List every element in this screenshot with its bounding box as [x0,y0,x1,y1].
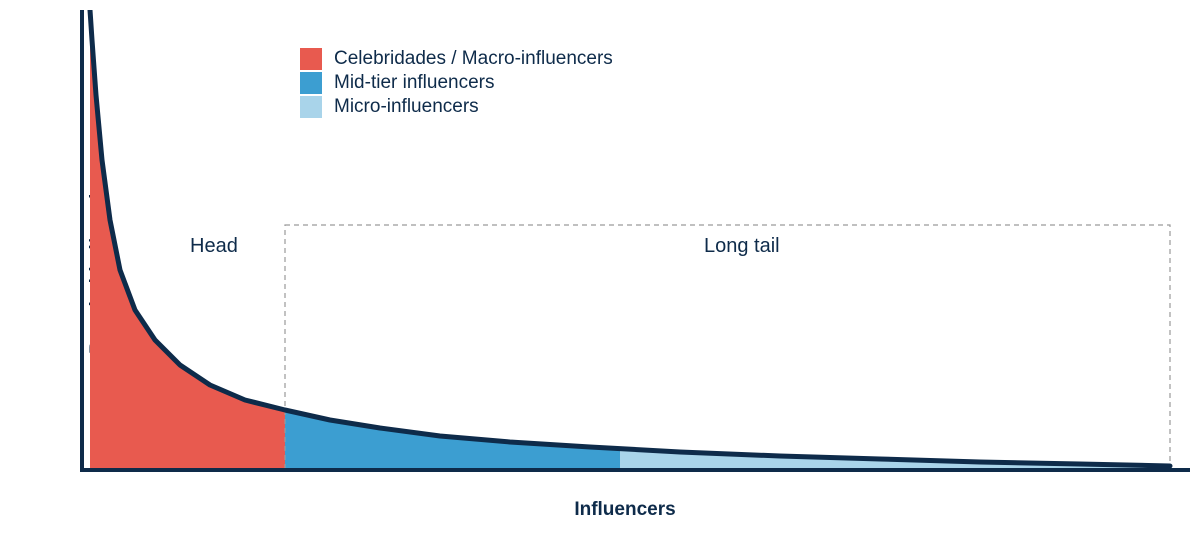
legend-swatch [300,96,322,118]
long-tail-chart: Popularidad/precio Influencers Celebrida… [0,0,1200,535]
legend: Celebridades / Macro-influencersMid-tier… [300,48,613,118]
legend-item-1: Mid-tier influencers [300,72,613,94]
x-axis-label: Influencers [574,499,675,521]
legend-swatch [300,48,322,70]
plot-area [80,10,1200,500]
legend-item-2: Micro-influencers [300,96,613,118]
legend-label: Celebridades / Macro-influencers [334,48,613,70]
legend-label: Micro-influencers [334,96,479,118]
head-region-label: Head [190,235,238,258]
legend-swatch [300,72,322,94]
legend-item-0: Celebridades / Macro-influencers [300,48,613,70]
legend-label: Mid-tier influencers [334,72,495,94]
longtail-region-label: Long tail [690,235,794,258]
curve-line [90,10,1170,466]
